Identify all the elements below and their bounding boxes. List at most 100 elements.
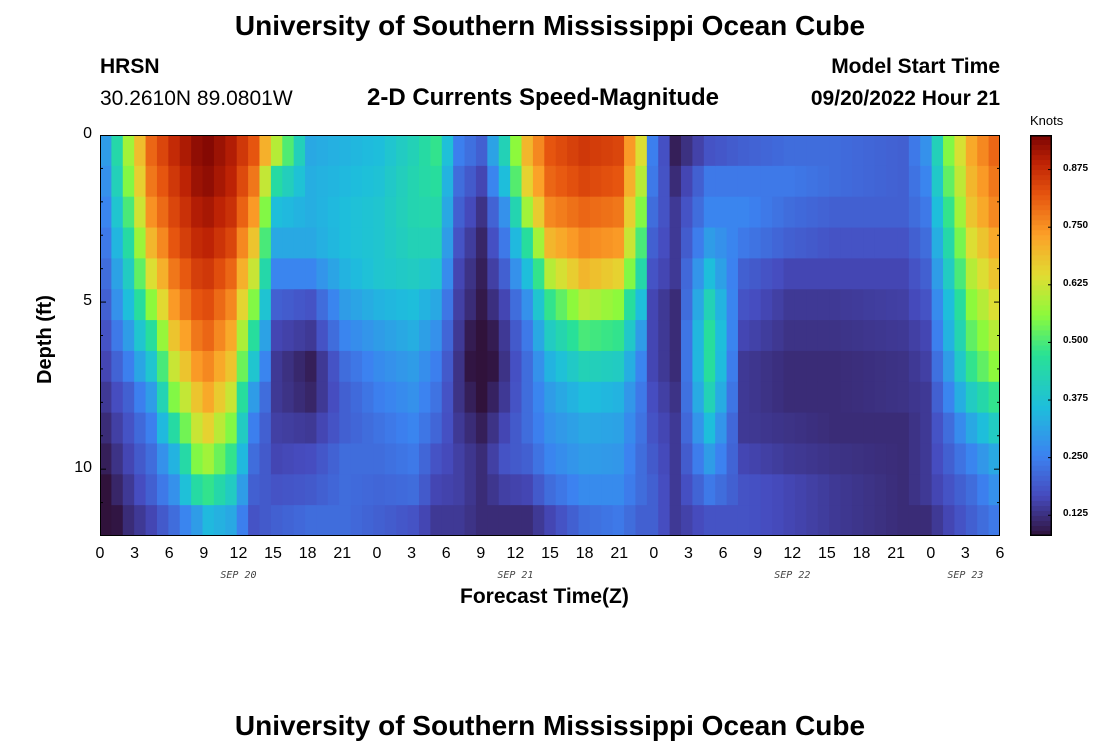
heatmap-cell: [122, 350, 135, 383]
heatmap-cell: [874, 135, 887, 167]
heatmap-cell: [806, 196, 819, 229]
heatmap-cell: [555, 474, 568, 506]
heatmap-cell: [886, 258, 899, 290]
colorbar-segment: [1030, 230, 1052, 236]
heatmap-cell: [259, 258, 272, 290]
heatmap-cell: [886, 474, 899, 506]
heatmap-cell: [669, 289, 682, 321]
heatmap-cell: [270, 474, 283, 506]
heatmap-cell: [954, 196, 967, 229]
heatmap-cell: [213, 474, 226, 506]
heatmap-cell: [441, 320, 454, 352]
heatmap-cell: [794, 135, 807, 167]
heatmap-cell: [327, 381, 340, 414]
heatmap-cell: [908, 196, 921, 229]
colorbar-segment: [1030, 355, 1052, 362]
heatmap-cell: [658, 258, 671, 290]
heatmap-cell: [236, 474, 249, 506]
heatmap-cell: [521, 258, 534, 290]
heatmap-cell: [715, 289, 728, 321]
heatmap-cell: [259, 227, 272, 259]
colorbar-segment: [1030, 370, 1052, 377]
colorbar-segment: [1030, 475, 1052, 482]
heatmap-cell: [874, 289, 887, 321]
heatmap-cell: [498, 505, 511, 536]
heatmap-cell: [362, 350, 375, 383]
heatmap-cell: [316, 320, 329, 352]
heatmap-cell: [954, 135, 967, 167]
heatmap-cell: [624, 227, 637, 259]
heatmap-cell: [794, 443, 807, 475]
heatmap-cell: [703, 196, 716, 229]
heatmap-cell: [863, 350, 876, 383]
heatmap-cell: [578, 289, 591, 321]
heatmap-cell: [202, 258, 215, 290]
heatmap-cell: [646, 474, 659, 506]
heatmap-cell: [772, 381, 785, 414]
x-tick-label: 3: [407, 545, 416, 562]
heatmap-cell: [202, 196, 215, 229]
heatmap-cell: [270, 350, 283, 383]
heatmap-cell: [168, 320, 181, 352]
heatmap-cell: [327, 196, 340, 229]
heatmap-cell: [863, 289, 876, 321]
x-tick-label: 21: [887, 545, 906, 562]
heatmap-cell: [168, 165, 181, 198]
heatmap-cell: [510, 474, 523, 506]
heatmap-cell: [646, 227, 659, 259]
heatmap-cell: [236, 350, 249, 383]
heatmap-cell: [806, 412, 819, 445]
heatmap-cell: [567, 196, 580, 229]
heatmap-cell: [977, 135, 990, 167]
heatmap-cell: [794, 196, 807, 229]
heatmap-cell: [179, 443, 192, 475]
heatmap-cell: [760, 443, 773, 475]
colorbar-segment: [1030, 300, 1052, 307]
heatmap-cell: [715, 505, 728, 536]
heatmap-cell: [908, 350, 921, 383]
heatmap-cell: [874, 474, 887, 506]
heatmap-cell: [806, 135, 819, 167]
colorbar-segment: [1030, 380, 1052, 387]
heatmap-cell: [829, 505, 842, 536]
heatmap-cell: [270, 412, 283, 445]
heatmap-cell: [851, 320, 864, 352]
heatmap-cell: [988, 474, 1000, 506]
heatmap-cell: [475, 135, 488, 167]
heatmap-cell: [521, 135, 534, 167]
heatmap-cell: [293, 165, 306, 198]
heatmap-cell: [589, 196, 602, 229]
heatmap-cell: [555, 443, 568, 475]
heatmap-cell: [156, 227, 169, 259]
colorbar: [1030, 135, 1052, 536]
heatmap-cell: [692, 320, 705, 352]
heatmap-cell: [122, 227, 135, 259]
heatmap-cell: [282, 135, 295, 167]
heatmap-cell: [339, 258, 352, 290]
heatmap-cell: [327, 135, 340, 167]
heatmap-cell: [931, 474, 944, 506]
colorbar-segment: [1030, 240, 1052, 246]
heatmap-cell: [305, 135, 318, 167]
heatmap-cell: [794, 474, 807, 506]
heatmap-cell: [897, 474, 910, 506]
colorbar-segment: [1030, 330, 1052, 337]
colorbar-segment: [1030, 270, 1052, 276]
heatmap-cell: [635, 135, 648, 167]
heatmap-cell: [179, 320, 192, 352]
heatmap-cell: [362, 227, 375, 259]
heatmap-cell: [225, 320, 238, 352]
heatmap-cell: [475, 412, 488, 445]
heatmap-cell: [498, 320, 511, 352]
heatmap-cell: [760, 320, 773, 352]
colorbar-segment: [1030, 265, 1052, 271]
heatmap-cell: [749, 474, 762, 506]
heatmap-cell: [396, 135, 409, 167]
heatmap-cell: [897, 412, 910, 445]
heatmap-cell: [305, 350, 318, 383]
heatmap-cell: [567, 381, 580, 414]
heatmap-cell: [191, 135, 204, 167]
heatmap-cell: [453, 135, 466, 167]
heatmap-cell: [920, 196, 933, 229]
heatmap-cell: [475, 381, 488, 414]
